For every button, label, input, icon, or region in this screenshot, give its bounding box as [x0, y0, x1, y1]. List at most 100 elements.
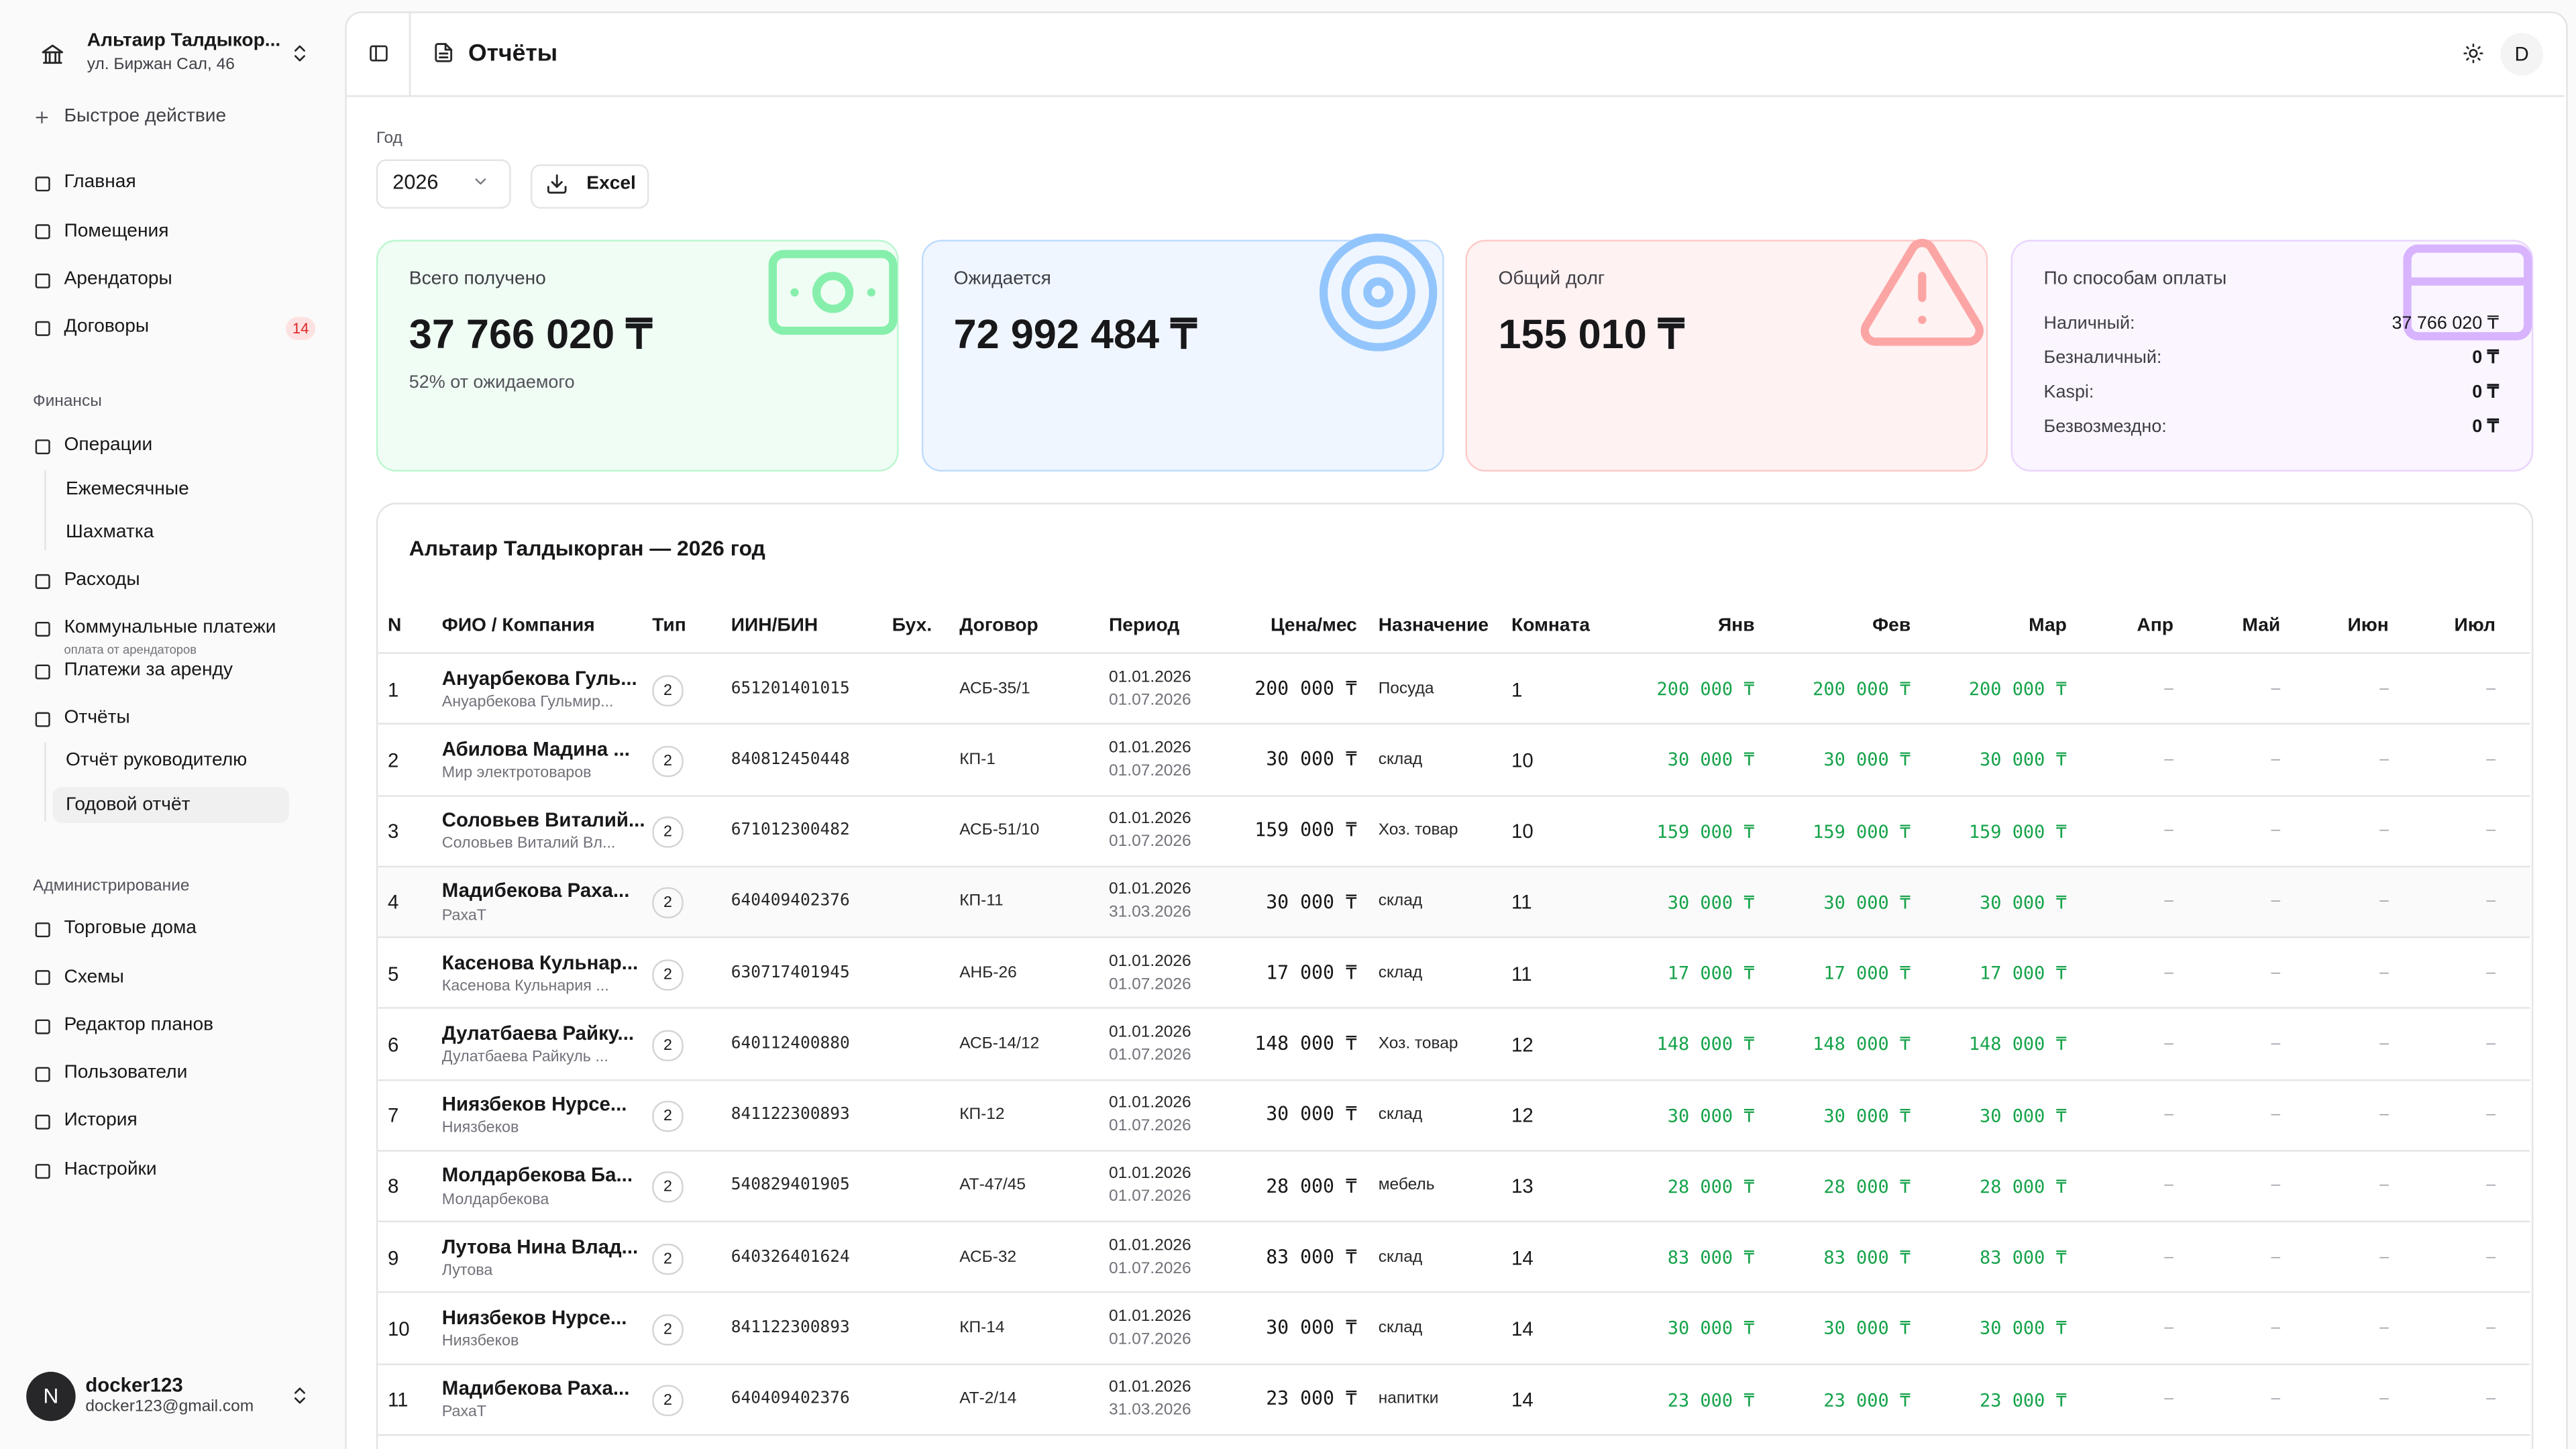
cell-month: 148 000 ₸	[1968, 1034, 2067, 1056]
nav-item[interactable]: Торговые дома	[64, 918, 197, 938]
cell-name: Ниязбеков Нурсе...	[441, 1305, 627, 1329]
cell-month: –	[2271, 1034, 2281, 1053]
nav-item[interactable]: Редактор планов	[64, 1015, 214, 1035]
nav-item[interactable]: Отчёты	[64, 708, 130, 729]
nav-item[interactable]: Пользователи	[64, 1063, 188, 1083]
column-header: Цена/мес	[1270, 616, 1357, 637]
cell-end: 01.07.2026	[1109, 1046, 1191, 1065]
export-button[interactable]	[531, 164, 649, 209]
nav-subitem[interactable]: Отчёт руководителю	[65, 751, 248, 771]
nav-item[interactable]: История	[64, 1111, 138, 1131]
cell-n: 7	[387, 1104, 399, 1128]
cell-month: 30 000 ₸	[1823, 1318, 1911, 1340]
cell-month: 30 000 ₸	[1667, 749, 1755, 771]
cell-type: 2	[652, 1172, 684, 1203]
cell-month: –	[2271, 679, 2281, 698]
cell-month: –	[2164, 892, 2174, 911]
cell-month: –	[2486, 821, 2496, 840]
cell-sub: Касенова Кульнария ...	[441, 977, 609, 996]
payment-value: 0 ₸	[2472, 347, 2499, 368]
cell-type: 2	[652, 1101, 684, 1132]
cell-iin: 630717401945	[731, 963, 850, 982]
cell-month: –	[2271, 892, 2281, 911]
cell-month: –	[2164, 821, 2174, 840]
nav-item[interactable]: Настройки	[64, 1159, 157, 1179]
download-icon	[547, 174, 567, 194]
nav-icon	[35, 663, 50, 679]
org-icon	[42, 44, 64, 64]
nav-badge: 14	[286, 317, 316, 340]
cell-end: 01.07.2026	[1109, 691, 1191, 710]
cell-name: Ниязбеков Нурсе...	[441, 1092, 627, 1116]
cell-month: –	[2486, 892, 2496, 911]
payment-value: 0 ₸	[2472, 382, 2499, 403]
card-decoration	[1860, 238, 1984, 346]
row-divider	[378, 865, 2530, 867]
cell-month: 200 000 ₸	[1813, 678, 1911, 700]
nav-item[interactable]: Расходы	[64, 570, 140, 590]
cell-n: 9	[387, 1246, 399, 1270]
cell-sub: Ниязбеков	[441, 1332, 519, 1351]
cell-month: –	[2271, 1319, 2281, 1338]
cell-start: 01.01.2026	[1109, 1236, 1191, 1255]
user-avatar[interactable]: N	[26, 1371, 76, 1421]
nav-item[interactable]: Операции	[64, 435, 153, 455]
nav-icon	[35, 1067, 50, 1082]
column-header: Период	[1109, 616, 1180, 637]
cell-iin: 640409402376	[731, 892, 850, 911]
section-title: Администрирование	[32, 877, 190, 896]
cell-month: 200 000 ₸	[1968, 678, 2067, 700]
export-label: Excel	[586, 174, 636, 195]
card-note: 52% от ожидаемого	[409, 372, 575, 392]
nav-item[interactable]: Схемы	[64, 967, 124, 987]
nav-item[interactable]: Коммунальные платежи	[64, 618, 276, 639]
cell-month: 200 000 ₸	[1656, 678, 1755, 700]
user-name: docker123	[85, 1373, 183, 1397]
nav-icon	[35, 574, 50, 589]
cell-month: 17 000 ₸	[1823, 963, 1911, 985]
nav-subitem[interactable]: Годовой отчёт	[65, 794, 191, 814]
cell-contract: АСБ-51/10	[959, 821, 1040, 840]
org-name[interactable]: Альтаир Талдыкор...	[87, 32, 281, 52]
cell-month: 23 000 ₸	[1980, 1389, 2067, 1411]
cell-end: 31.03.2026	[1109, 904, 1191, 922]
year-select[interactable]	[376, 159, 511, 209]
nav-item[interactable]: Договоры	[64, 317, 150, 337]
cell-month: 83 000 ₸	[1667, 1247, 1755, 1269]
cell-end: 01.07.2026	[1109, 1188, 1191, 1207]
column-header: Тип	[652, 616, 686, 637]
table-title: Альтаир Талдыкорган — 2026 год	[409, 535, 765, 559]
cell-purpose: склад	[1378, 892, 1423, 911]
card-title: По способам оплаты	[2043, 270, 2227, 290]
nav-subitem[interactable]: Шахматка	[65, 522, 154, 542]
nav-item[interactable]: Платежи за аренду	[64, 659, 233, 680]
cell-n: 2	[387, 749, 399, 772]
nav-subitem[interactable]: Ежемесячные	[65, 478, 189, 499]
quick-action[interactable]: Быстрое действие	[64, 107, 227, 127]
cell-price: 30 000 ₸	[1266, 747, 1357, 771]
cell-month: –	[2379, 1319, 2389, 1338]
nav-icon	[35, 1115, 50, 1130]
header-avatar[interactable]: D	[2500, 32, 2544, 76]
cell-purpose: напитки	[1378, 1390, 1439, 1409]
cell-iin: 540829401905	[731, 1177, 850, 1195]
nav-item[interactable]: Помещения	[64, 221, 169, 241]
row-divider	[378, 936, 2530, 938]
cell-iin: 671012300482	[731, 821, 850, 840]
cell-name: Ануарбекова Гуль...	[441, 666, 637, 690]
header-separator	[409, 11, 411, 96]
cell-month: –	[2486, 679, 2496, 698]
cell-purpose: Хоз. товар	[1378, 1034, 1458, 1053]
card-decoration	[1318, 233, 1437, 352]
row-divider	[378, 1362, 2530, 1364]
cell-month: –	[2271, 821, 2281, 840]
row-divider	[378, 1291, 2530, 1293]
nav-item[interactable]: Арендаторы	[64, 269, 172, 289]
nav-item[interactable]: Главная	[64, 172, 136, 193]
cell-n: 6	[387, 1033, 399, 1057]
payment-value: 37 766 020 ₸	[2392, 313, 2499, 333]
cell-sub: Молдарбекова	[441, 1190, 549, 1209]
year-chevron	[475, 178, 486, 185]
nav-note: оплата от арендаторов	[64, 643, 197, 658]
card-title: Общий долг	[1498, 270, 1605, 290]
